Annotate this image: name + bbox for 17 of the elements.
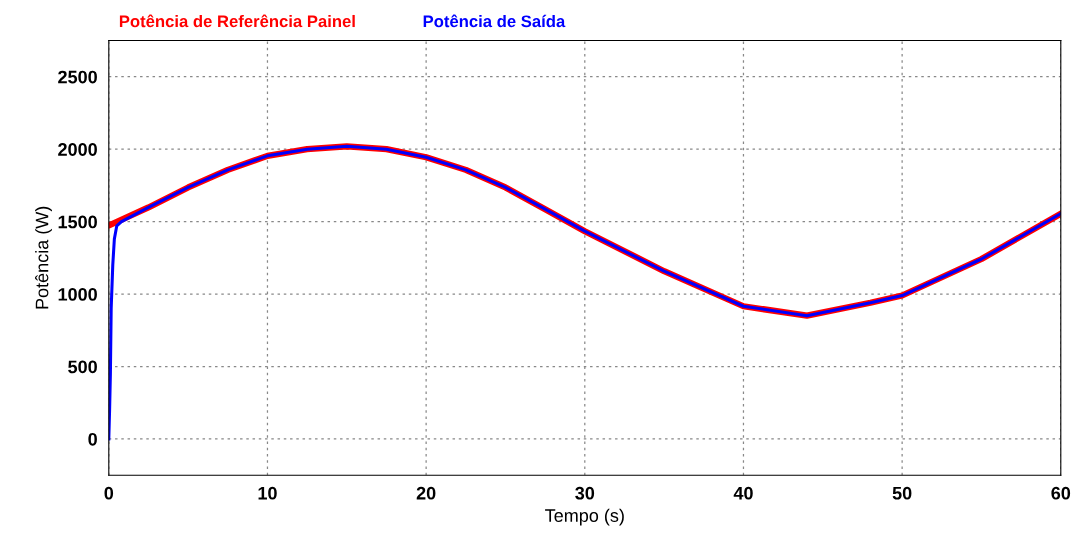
x-tick-label: 10 — [258, 486, 277, 500]
y-tick-label: 500 — [68, 360, 97, 374]
y-tick-label: 1000 — [58, 288, 97, 301]
text: Potência de Saída — [423, 14, 566, 28]
x-tick-label: 20 — [416, 486, 436, 500]
x-tick-label: 50 — [892, 486, 912, 500]
x-tick-label: 60 — [1051, 486, 1071, 500]
y-tick-label: 2000 — [58, 143, 97, 156]
x-tick-label: 30 — [575, 486, 595, 500]
text: Potência de Referência Painel — [119, 14, 355, 28]
y-tick-label: 0 — [88, 432, 97, 446]
x-tick-label: 40 — [733, 486, 753, 500]
y-tick-label: 1500 — [58, 215, 97, 229]
x-tick-label: 0 — [104, 486, 114, 500]
x-axis-title: Tempo (s) — [545, 508, 624, 526]
y-axis-title: Potência (W) — [35, 206, 52, 309]
y-tick-label: 2500 — [58, 70, 97, 84]
